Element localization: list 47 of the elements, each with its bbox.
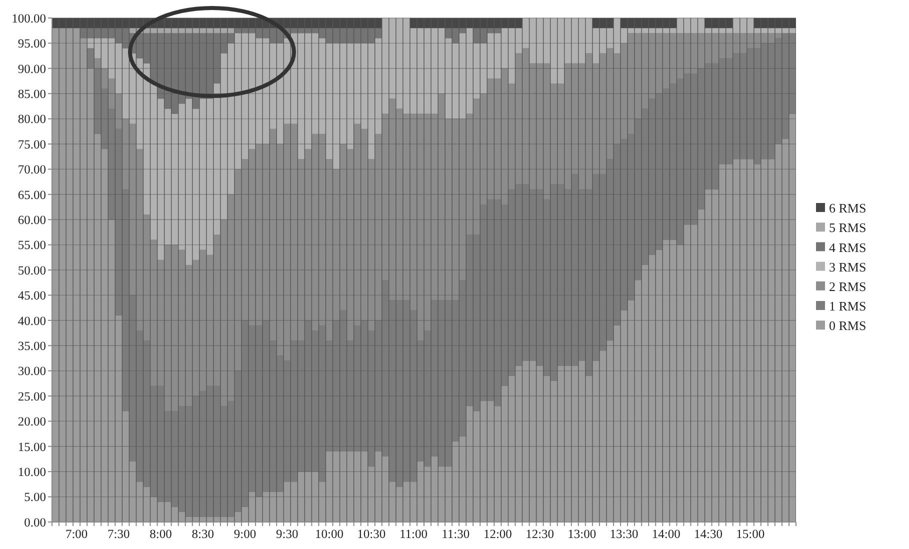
y-tick-label: 35.00 — [18, 338, 46, 353]
legend-label: 3 RMS — [829, 259, 866, 274]
legend-label: 5 RMS — [829, 220, 866, 236]
x-tick-label: 13:00 — [568, 527, 596, 541]
y-tick-label: 85.00 — [18, 86, 46, 101]
x-tick-label: 11:00 — [399, 527, 428, 541]
y-tick-label: 10.00 — [18, 464, 46, 479]
y-tick-label: 95.00 — [18, 36, 46, 51]
y-tick-label: 100.00 — [12, 11, 46, 26]
legend-label: 0 RMS — [829, 318, 866, 334]
x-tick-label: 14:30 — [694, 527, 723, 541]
y-tick-label: 90.00 — [18, 62, 46, 76]
x-tick-label: 9:00 — [234, 527, 256, 541]
x-tick-label: 9:30 — [276, 527, 298, 541]
bar — [94, 58, 101, 68]
x-tick-label: 10:00 — [315, 527, 344, 541]
y-tick-label: 80.00 — [18, 112, 46, 126]
y-tick-label: 15.00 — [18, 440, 46, 454]
legend-label: 6 RMS — [829, 200, 866, 216]
x-tick-label: 14:00 — [652, 527, 680, 541]
bar — [87, 48, 94, 68]
legend-label: 1 RMS — [829, 298, 866, 314]
y-tick-label: 20.00 — [18, 414, 46, 429]
legend-label: 2 RMS — [829, 278, 866, 294]
y-tick-label: 60.00 — [18, 212, 46, 227]
y-tick-label: 25.00 — [18, 389, 46, 404]
x-tick-label: 8:00 — [150, 527, 172, 541]
legend-label: 4 RMS — [829, 240, 866, 255]
y-tick-label: 75.00 — [18, 137, 46, 152]
y-tick-label: 65.00 — [18, 188, 46, 202]
y-tick-label: 45.00 — [18, 288, 46, 303]
y-tick-label: 0.00 — [24, 515, 46, 530]
x-tick-label: 12:00 — [483, 527, 512, 541]
y-tick-label: 50.00 — [18, 263, 46, 278]
x-tick-label: 11:30 — [442, 527, 470, 541]
x-tick-label: 8:30 — [192, 527, 214, 541]
x-tick-label: 7:00 — [65, 527, 88, 541]
y-tick-label: 5.00 — [24, 490, 46, 504]
x-tick-label: 10:30 — [357, 527, 386, 541]
y-tick-label: 55.00 — [18, 238, 46, 252]
x-tick-label: 12:30 — [526, 527, 554, 541]
x-tick-label: 15:00 — [736, 527, 765, 541]
y-tick-label: 70.00 — [18, 162, 46, 177]
y-tick-label: 30.00 — [18, 364, 46, 378]
y-tick-label: 40.00 — [18, 314, 46, 328]
x-tick-label: 7:30 — [108, 527, 130, 541]
x-tick-label: 13:30 — [610, 527, 638, 541]
